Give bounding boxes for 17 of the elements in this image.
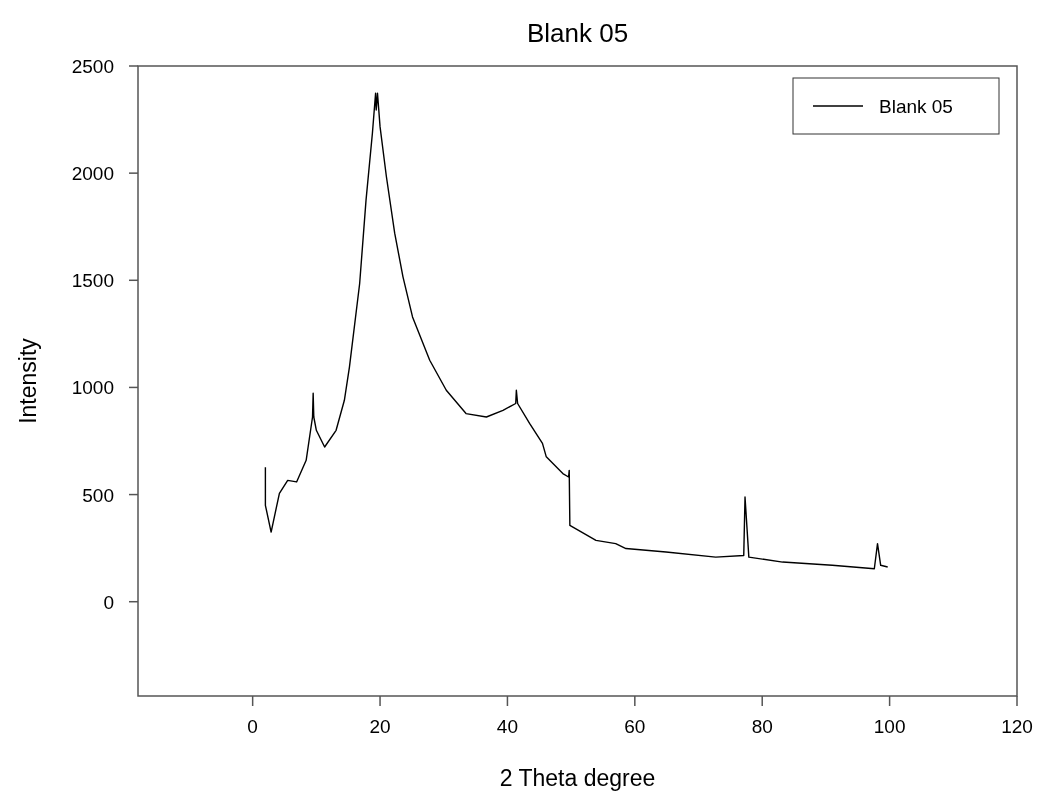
x-tick-label: 40 (496, 716, 519, 737)
x-tick-label: 20 (369, 716, 391, 737)
y-tick-label: 1500 (71, 270, 114, 292)
y-tick-label: 0 (103, 591, 114, 613)
x-axis-title: 2 Theta degree (499, 765, 656, 791)
y-axis-title: Intensity (15, 337, 41, 424)
y-tick-label: 1000 (71, 377, 114, 399)
x-tick-label: 100 (873, 716, 906, 737)
x-tick-label: 80 (751, 716, 773, 737)
y-tick-label: 500 (82, 484, 114, 506)
y-tick-label: 2500 (71, 56, 114, 77)
x-tick-label: 60 (624, 716, 646, 737)
legend-label: Blank 05 (879, 96, 953, 117)
chart-title: Blank 05 (526, 18, 629, 48)
x-tick-label: 120 (1001, 716, 1033, 737)
x-tick-label: 0 (247, 716, 258, 737)
y-tick-label: 2000 (71, 163, 114, 185)
